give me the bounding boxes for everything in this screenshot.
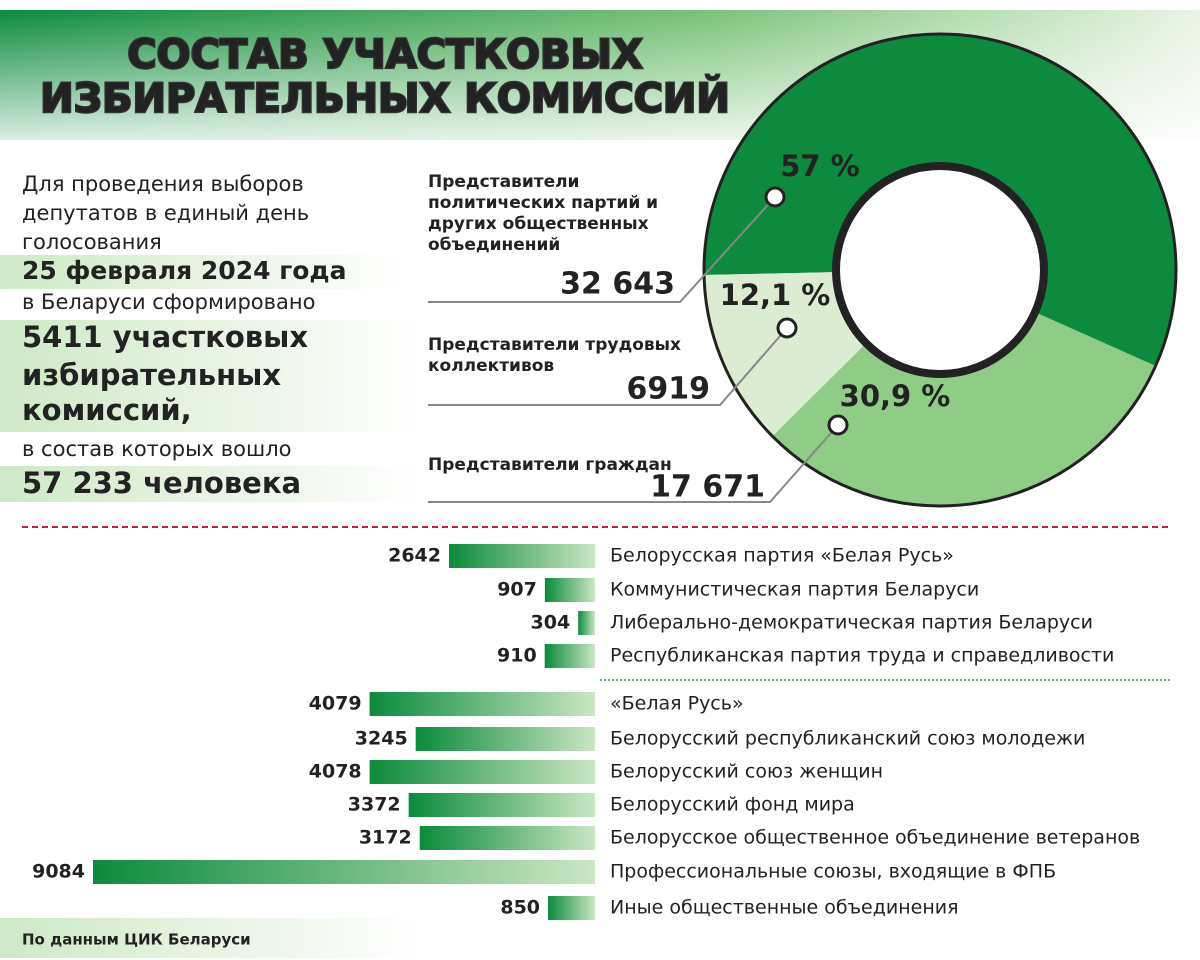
source: По данным ЦИК Беларуси bbox=[22, 931, 251, 949]
leader-line bbox=[428, 327, 788, 406]
category-label: Белорусский союз женщин bbox=[610, 761, 883, 783]
percent-label: 57 % bbox=[780, 149, 860, 183]
category-label: Либерально-демократическая партия Белару… bbox=[610, 612, 1093, 634]
title-line: СОСТАВ УЧАСТКОВЫХ bbox=[127, 32, 643, 78]
value-label: 910 bbox=[497, 645, 537, 667]
donut-hole bbox=[832, 162, 1048, 378]
bar bbox=[544, 644, 595, 668]
category-label: Представители политических партий и друг… bbox=[428, 172, 659, 255]
category-label: Белорусский республиканский союз молодеж… bbox=[610, 728, 1085, 750]
value-label: 4078 bbox=[309, 761, 362, 783]
leader-dot bbox=[827, 414, 849, 436]
bar bbox=[408, 793, 595, 817]
value-label: 304 bbox=[531, 612, 571, 634]
leaders bbox=[428, 186, 849, 503]
intro-line: в состав которых вошло bbox=[22, 437, 291, 461]
intro-line: 25 февраля 2024 года bbox=[22, 256, 347, 285]
percent-label: 12,1 % bbox=[720, 278, 831, 312]
value-label: 3245 bbox=[355, 728, 408, 750]
value-label: 3372 bbox=[348, 794, 401, 816]
category-label: Иные общественные объединения bbox=[610, 897, 959, 919]
category-label: «Белая Русь» bbox=[610, 693, 744, 715]
donut-rim bbox=[702, 32, 1178, 508]
intro-line: 57 233 человека bbox=[22, 466, 301, 500]
bar bbox=[369, 692, 595, 716]
bar bbox=[578, 611, 595, 635]
intro-line: 5411 участковых bbox=[22, 320, 308, 354]
category-label: Белорусская партия «Белая Русь» bbox=[610, 545, 954, 567]
value-label: 907 bbox=[497, 579, 537, 601]
value-label: 9084 bbox=[32, 861, 85, 883]
donut-segment bbox=[702, 32, 1177, 367]
bar bbox=[369, 760, 595, 784]
category-label: Представители трудовых коллективов bbox=[428, 335, 681, 376]
bar bbox=[415, 727, 595, 751]
value-label: 4079 bbox=[309, 693, 362, 715]
donut bbox=[702, 32, 1178, 508]
category-label: Республиканская партия труда и справедли… bbox=[610, 645, 1114, 667]
category-label: Коммунистическая партия Беларуси bbox=[610, 579, 979, 601]
intro-line: комиссий, bbox=[22, 393, 192, 427]
bar bbox=[548, 896, 595, 920]
leader-line bbox=[428, 196, 776, 303]
category-label: Профессиональные союзы, входящие в ФПБ bbox=[610, 861, 1056, 883]
bar bbox=[419, 826, 595, 850]
intro-line: Для проведения выборов bbox=[22, 172, 304, 196]
value-label: 850 bbox=[500, 897, 540, 919]
bar bbox=[544, 578, 595, 602]
count-label: 6919 bbox=[627, 372, 711, 407]
leader-dot bbox=[764, 186, 786, 208]
highlight-band bbox=[0, 255, 410, 289]
title-line: ИЗБИРАТЕЛЬНЫХ КОМИССИЙ bbox=[40, 74, 730, 122]
value-label: 3172 bbox=[359, 827, 412, 849]
bar bbox=[93, 860, 595, 884]
category-label: Белорусское общественное объединение вет… bbox=[610, 827, 1140, 849]
highlight-band bbox=[0, 466, 420, 502]
intro-line: избирательных bbox=[22, 358, 281, 392]
leader-line bbox=[428, 424, 839, 503]
highlight-band bbox=[0, 918, 420, 958]
count-label: 32 643 bbox=[560, 267, 675, 302]
count-label: 17 671 bbox=[650, 470, 765, 505]
value-label: 2642 bbox=[388, 545, 441, 567]
intro-line: в Беларуси сформировано bbox=[22, 290, 315, 314]
percent-label: 30,9 % bbox=[840, 379, 951, 413]
donut-segment bbox=[703, 272, 867, 437]
category-label: Белорусский фонд мира bbox=[610, 794, 855, 816]
leader-dot bbox=[776, 317, 798, 339]
category-label: Представители граждан bbox=[428, 455, 672, 475]
donut-segment bbox=[771, 312, 1157, 507]
bar bbox=[448, 544, 595, 568]
intro-line: голосования bbox=[22, 230, 162, 254]
intro-line: депутатов в единый день bbox=[22, 201, 309, 225]
highlight-band bbox=[0, 320, 420, 432]
